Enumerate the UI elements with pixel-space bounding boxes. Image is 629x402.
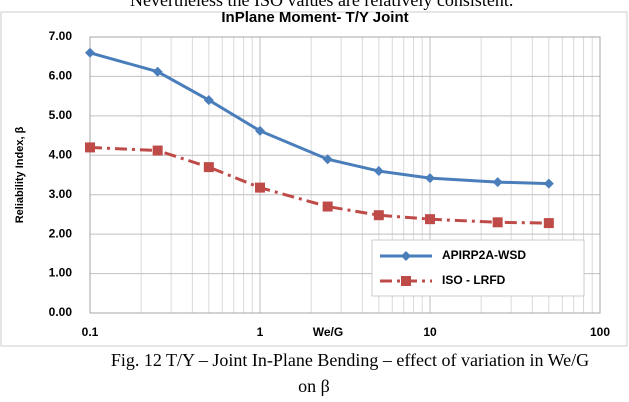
marker — [203, 95, 214, 106]
legend-label: ISO - LRFD — [442, 273, 506, 287]
marker — [401, 276, 411, 286]
marker — [152, 145, 163, 156]
marker — [203, 162, 214, 173]
marker — [425, 214, 435, 225]
marker — [492, 217, 503, 228]
chart-title: InPlane Moment- T/Y Joint — [221, 9, 408, 26]
marker — [85, 142, 95, 153]
marker — [85, 47, 95, 58]
y-tick-label: 7.00 — [49, 29, 73, 43]
y-axis-label: Reliability Index, β — [14, 126, 26, 223]
caption-line: Fig. 12 T/Y – Joint In-Plane Bending – e… — [111, 350, 589, 370]
x-tick-label: 1 — [257, 325, 264, 339]
legend-label: APIRP2A-WSD — [442, 248, 526, 262]
x-tick-label: 10 — [423, 325, 437, 339]
y-tick-label: 6.00 — [49, 69, 73, 83]
marker — [373, 210, 384, 221]
marker — [373, 166, 384, 177]
y-tick-label: 0.00 — [49, 305, 73, 319]
plot-area — [89, 36, 601, 314]
marker — [543, 218, 554, 229]
marker — [543, 178, 554, 189]
marker — [322, 154, 333, 165]
marker — [401, 251, 411, 261]
chart-frame — [0, 11, 628, 347]
x-tick-label: 100 — [590, 325, 610, 339]
marker — [255, 125, 265, 136]
x-tick-label: 0.1 — [82, 325, 99, 339]
y-tick-label: 3.00 — [49, 187, 73, 201]
y-tick-label: 4.00 — [49, 147, 73, 161]
legend — [371, 239, 585, 297]
y-tick-label: 5.00 — [49, 108, 73, 122]
series-line — [89, 145, 549, 225]
top-text: Nevertheless the ISO values are relative… — [130, 0, 513, 10]
x-axis-label: We/G — [313, 325, 343, 339]
y-tick-label: 2.00 — [49, 226, 73, 240]
marker — [425, 173, 435, 184]
marker — [492, 177, 503, 188]
marker — [152, 66, 163, 77]
caption-line: on β — [298, 376, 330, 396]
marker — [322, 201, 333, 212]
y-tick-label: 1.00 — [49, 266, 73, 280]
marker — [255, 182, 265, 193]
